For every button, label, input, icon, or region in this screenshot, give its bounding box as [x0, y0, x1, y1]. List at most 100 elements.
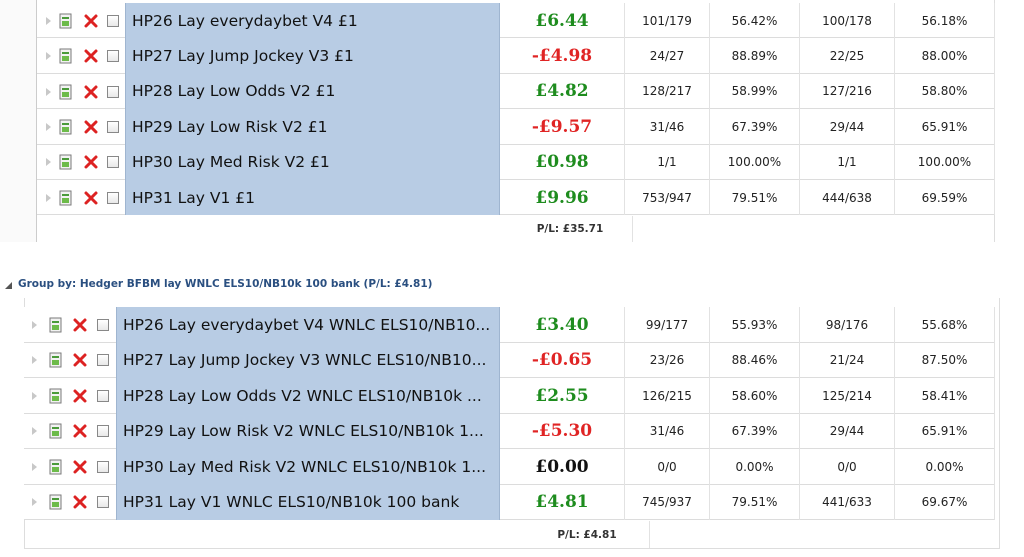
edit-icon[interactable] — [48, 352, 64, 368]
checkbox[interactable] — [97, 460, 109, 473]
profit-loss: £0.00 — [500, 449, 625, 485]
stat-cell: 67.39% — [710, 413, 800, 449]
edit-icon[interactable] — [48, 459, 64, 475]
delete-icon[interactable] — [83, 84, 99, 100]
expand-arrow[interactable] — [41, 190, 57, 206]
checkbox[interactable] — [107, 14, 119, 27]
strategy-name: HP30 Lay Med Risk V2 £1 — [125, 144, 500, 180]
checkbox[interactable] — [107, 50, 119, 63]
group-header: Group by: Hedger BFBM lay WNLC ELS10/NB1… — [18, 278, 433, 290]
strategy-name: HP27 Lay Jump Jockey V3 £1 — [125, 38, 500, 74]
expand-arrow[interactable] — [41, 84, 57, 100]
stat-cell: 56.42% — [710, 3, 800, 39]
strategy-name: HP27 Lay Jump Jockey V3 WNLC ELS10/NB10.… — [116, 342, 500, 378]
expand-arrow[interactable] — [27, 388, 43, 404]
stat-cell: 58.80% — [895, 73, 995, 110]
profit-loss: £9.96 — [500, 180, 625, 216]
checkbox[interactable] — [107, 85, 119, 98]
stat-cell: 56.18% — [895, 3, 995, 39]
stat-cell: 79.51% — [710, 180, 800, 216]
stat-cell: 65.91% — [895, 413, 995, 449]
profit-loss: -£9.57 — [500, 109, 625, 145]
checkbox[interactable] — [97, 318, 109, 331]
edit-icon[interactable] — [58, 13, 74, 29]
stat-cell: 65.91% — [895, 109, 995, 145]
stat-cell: 55.68% — [895, 307, 995, 343]
stat-cell: 24/27 — [625, 38, 710, 74]
delete-icon[interactable] — [83, 190, 99, 206]
stat-cell: 100.00% — [895, 144, 995, 180]
checkbox[interactable] — [97, 354, 109, 367]
stat-cell: 1/1 — [625, 144, 710, 180]
stat-cell: 31/46 — [625, 109, 710, 145]
stat-cell: 745/937 — [625, 484, 710, 520]
stat-cell: 444/638 — [800, 180, 895, 216]
stat-cell: 100.00% — [710, 144, 800, 180]
checkbox[interactable] — [107, 120, 119, 133]
stat-cell: 88.00% — [895, 38, 995, 74]
profit-loss: -£0.65 — [500, 342, 625, 378]
stat-cell: 127/216 — [800, 73, 895, 110]
delete-icon[interactable] — [72, 494, 88, 510]
strategy-name: HP29 Lay Low Risk V2 WNLC ELS10/NB10k 1.… — [116, 413, 500, 449]
stat-cell: 88.46% — [710, 342, 800, 378]
expand-arrow[interactable] — [27, 459, 43, 475]
stat-cell: 67.39% — [710, 109, 800, 145]
strategy-name: HP29 Lay Low Risk V2 £1 — [125, 109, 500, 145]
checkbox[interactable] — [97, 389, 109, 402]
checkbox[interactable] — [97, 496, 109, 509]
stat-cell: 1/1 — [800, 144, 895, 180]
expand-arrow[interactable] — [41, 154, 57, 170]
checkbox[interactable] — [107, 156, 119, 169]
delete-icon[interactable] — [72, 352, 88, 368]
profit-loss: £4.81 — [500, 484, 625, 520]
stat-cell: 79.51% — [710, 484, 800, 520]
expand-arrow[interactable] — [27, 423, 43, 439]
delete-icon[interactable] — [83, 48, 99, 64]
stat-cell: 126/215 — [625, 378, 710, 414]
edit-icon[interactable] — [48, 423, 64, 439]
edit-icon[interactable] — [48, 494, 64, 510]
expand-arrow[interactable] — [27, 317, 43, 333]
profit-loss: £6.44 — [500, 3, 625, 39]
expand-arrow[interactable] — [41, 48, 57, 64]
collapse-toggle[interactable] — [4, 281, 14, 291]
stat-cell: 55.93% — [710, 307, 800, 343]
stat-cell: 69.67% — [895, 484, 995, 520]
delete-icon[interactable] — [72, 388, 88, 404]
edit-icon[interactable] — [58, 154, 74, 170]
delete-icon[interactable] — [72, 317, 88, 333]
delete-icon[interactable] — [83, 154, 99, 170]
expand-arrow[interactable] — [41, 119, 57, 135]
edit-icon[interactable] — [58, 48, 74, 64]
stat-cell: 23/26 — [625, 342, 710, 378]
stat-cell: 21/24 — [800, 342, 895, 378]
delete-icon[interactable] — [72, 459, 88, 475]
expand-arrow[interactable] — [27, 494, 43, 510]
strategy-name: HP31 Lay V1 £1 — [125, 180, 500, 216]
stat-cell: 29/44 — [800, 413, 895, 449]
profit-loss: £3.40 — [500, 307, 625, 343]
stat-cell: 753/947 — [625, 180, 710, 216]
edit-icon[interactable] — [58, 119, 74, 135]
expand-arrow[interactable] — [41, 13, 57, 29]
edit-icon[interactable] — [48, 317, 64, 333]
edit-icon[interactable] — [58, 84, 74, 100]
expand-arrow[interactable] — [27, 352, 43, 368]
profit-loss: £2.55 — [500, 378, 625, 414]
checkbox[interactable] — [97, 425, 109, 438]
stat-cell: 87.50% — [895, 342, 995, 378]
stat-cell: 22/25 — [800, 38, 895, 74]
edit-icon[interactable] — [48, 388, 64, 404]
stat-cell: 29/44 — [800, 109, 895, 145]
delete-icon[interactable] — [72, 423, 88, 439]
left-gutter — [0, 0, 37, 242]
edit-icon[interactable] — [58, 190, 74, 206]
delete-icon[interactable] — [83, 119, 99, 135]
stat-cell: 100/178 — [800, 3, 895, 39]
delete-icon[interactable] — [83, 13, 99, 29]
checkbox[interactable] — [107, 191, 119, 204]
footer-total: P/L: £35.71 — [508, 216, 633, 242]
stat-cell: 125/214 — [800, 378, 895, 414]
strategy-name: HP28 Lay Low Odds V2 WNLC ELS10/NB10k ..… — [116, 378, 500, 414]
